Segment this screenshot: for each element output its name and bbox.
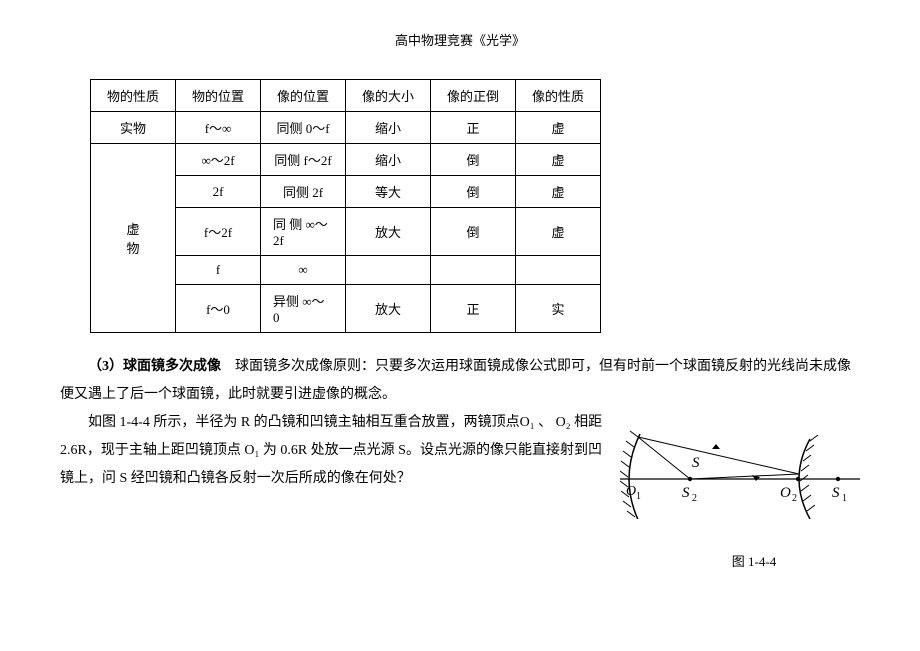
- cell: 实: [516, 285, 601, 333]
- cell: ∞: [261, 256, 346, 285]
- cell: [346, 256, 431, 285]
- th-image-position: 像的位置: [261, 80, 346, 112]
- mirror-diagram: O 1 S S 2 O 2 S 1: [620, 409, 860, 519]
- cell: 正: [431, 285, 516, 333]
- cell: 倒: [431, 176, 516, 208]
- cell: 异侧 ∞～ 0: [261, 285, 346, 333]
- cell: 同侧 f～2f: [261, 144, 346, 176]
- cell: 同侧 2f: [261, 176, 346, 208]
- th-image-orientation: 像的正倒: [431, 80, 516, 112]
- label-S: S: [692, 455, 700, 471]
- th-image-size: 像的大小: [346, 80, 431, 112]
- th-object-nature: 物的性质: [91, 80, 176, 112]
- para1-heading: （3）球面镜多次成像: [88, 359, 221, 374]
- th-object-position: 物的位置: [176, 80, 261, 112]
- cell: 2f: [176, 176, 261, 208]
- cell: 放大: [346, 208, 431, 256]
- figure-caption: 图 1-4-4: [620, 549, 860, 575]
- label-O2: O: [780, 485, 791, 501]
- cell: f～2f: [176, 208, 261, 256]
- cell: 同侧 0～f: [261, 112, 346, 144]
- cell: f: [176, 256, 261, 285]
- svg-text:1: 1: [636, 491, 641, 502]
- cell: 放大: [346, 285, 431, 333]
- cell: 虚: [516, 208, 601, 256]
- cell: f～0: [176, 285, 261, 333]
- cell: [431, 256, 516, 285]
- cell: 虚: [516, 112, 601, 144]
- svg-text:2: 2: [692, 493, 697, 504]
- cell: 倒: [431, 144, 516, 176]
- cell: 缩小: [346, 112, 431, 144]
- label-S2: S: [682, 485, 690, 501]
- label-O1: O: [626, 484, 636, 499]
- cell: 等大: [346, 176, 431, 208]
- cell: 虚: [516, 176, 601, 208]
- th-image-nature: 像的性质: [516, 80, 601, 112]
- label-S1: S: [832, 485, 840, 501]
- svg-text:1: 1: [842, 493, 847, 504]
- cell: 倒: [431, 208, 516, 256]
- paragraph-1: （3）球面镜多次成像 球面镜多次成像原则：只要多次运用球面镜成像公式即可，但有时…: [60, 353, 860, 409]
- cell: ∞～2f: [176, 144, 261, 176]
- cell: 正: [431, 112, 516, 144]
- cell: 实物: [91, 112, 176, 144]
- cell: 缩小: [346, 144, 431, 176]
- paragraph-2: 如图 1-4-4 所示，半径为 R 的凸镜和凹镜主轴相互重合放置，两镜顶点O₁ …: [60, 409, 610, 493]
- svg-text:2: 2: [792, 493, 797, 504]
- page-header: 高中物理竞赛《光学》: [60, 30, 860, 49]
- cell: [516, 256, 601, 285]
- cell: 虚: [516, 144, 601, 176]
- optics-table: 物的性质 物的位置 像的位置 像的大小 像的正倒 像的性质 实物 f～∞ 同侧 …: [90, 79, 601, 333]
- cell-virtual-object: 虚 物: [91, 144, 176, 333]
- cell: 同 侧 ∞～ 2f: [261, 208, 346, 256]
- cell: f～∞: [176, 112, 261, 144]
